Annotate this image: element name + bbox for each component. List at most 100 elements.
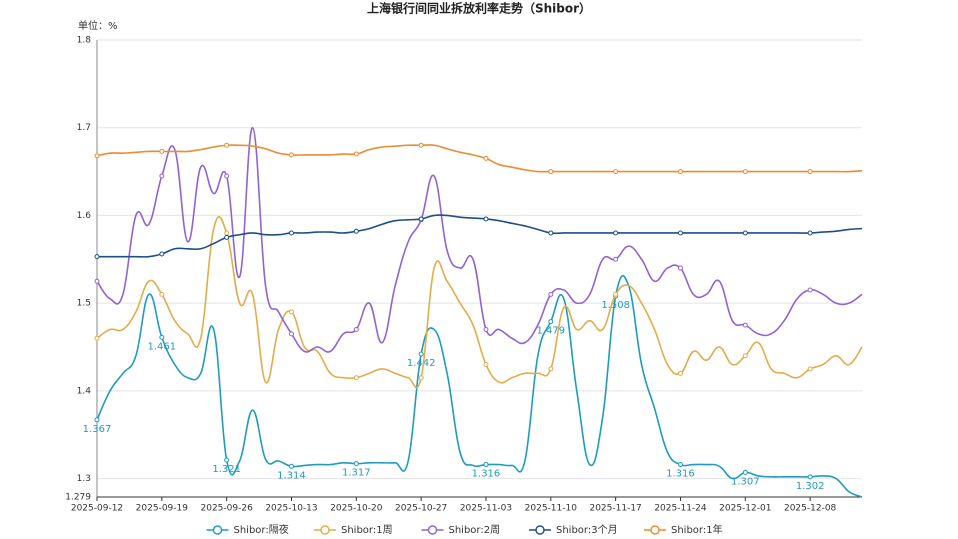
point [224, 457, 230, 463]
data-label: 1.316 [666, 469, 695, 480]
y-tick-label: 1.279 [65, 493, 91, 503]
point [224, 173, 230, 179]
y-tick-label: 1.7 [77, 123, 91, 133]
point [807, 366, 813, 372]
point [548, 169, 554, 175]
point [94, 278, 100, 284]
legend-marker [427, 525, 438, 535]
point [94, 254, 100, 260]
y-tick-label: 1.3 [77, 474, 91, 484]
point [742, 469, 748, 475]
point [288, 230, 294, 236]
legend-marker [212, 525, 223, 535]
x-tick-label: 2025-11-24 [654, 504, 707, 514]
x-tick-label: 2025-12-01 [719, 504, 771, 514]
point [483, 462, 489, 468]
data-label: 1.442 [407, 358, 436, 369]
point [677, 370, 683, 376]
point [483, 216, 489, 222]
legend-item: Shibor:1年 [644, 523, 723, 536]
point [807, 287, 813, 293]
point [94, 335, 100, 341]
point [677, 169, 683, 175]
legend-label: Shibor:2周 [449, 524, 501, 536]
point [418, 142, 424, 148]
data-label: 1.508 [601, 300, 630, 311]
point [288, 152, 294, 158]
point [613, 230, 619, 236]
legend-label: Shibor:3个月 [556, 524, 618, 536]
point [159, 291, 165, 297]
x-tick-label: 2025-11-03 [460, 504, 512, 514]
legend-item: Shibor:2周 [421, 524, 501, 536]
point [742, 169, 748, 175]
point [548, 230, 554, 236]
y-tick-label: 1.4 [77, 386, 92, 396]
legend-label: Shibor:1周 [341, 524, 393, 536]
point [742, 322, 748, 328]
point [94, 417, 100, 423]
point [353, 461, 359, 467]
point [483, 155, 489, 161]
point [224, 230, 230, 236]
point [353, 151, 359, 157]
point [288, 463, 294, 469]
data-label: 1.317 [342, 468, 371, 479]
point [483, 362, 489, 368]
x-tick-label: 2025-09-12 [71, 504, 123, 514]
series-line [96, 215, 863, 389]
point [353, 228, 359, 234]
legend-item: Shibor:隔夜 [206, 523, 289, 536]
point [548, 291, 554, 297]
point [224, 234, 230, 240]
point [613, 169, 619, 175]
point [418, 375, 424, 381]
point [159, 251, 165, 257]
legend-item: Shibor:1周 [314, 524, 393, 536]
data-label: 1.316 [472, 469, 501, 480]
data-label: 1.321 [212, 464, 241, 475]
x-tick-label: 2025-10-27 [395, 504, 447, 514]
data-label: 1.314 [277, 470, 306, 481]
point [418, 351, 424, 357]
point [159, 334, 165, 340]
legend-marker [650, 525, 660, 535]
point [677, 462, 683, 468]
point [483, 326, 489, 332]
chart-title: 上海银行间同业拆放利率走势（Shibor） [367, 1, 591, 16]
point [418, 216, 424, 222]
point [807, 474, 813, 480]
point [224, 142, 230, 148]
y-tick-label: 1.8 [77, 36, 92, 46]
data-label: 1.461 [148, 341, 177, 352]
point [548, 319, 554, 325]
series-line [96, 126, 863, 353]
point [548, 366, 554, 372]
legend-marker [320, 525, 330, 535]
point [159, 148, 165, 154]
legend-marker [535, 525, 545, 535]
point [288, 331, 294, 337]
data-label: 1.367 [83, 424, 112, 435]
x-tick-label: 2025-09-19 [136, 504, 189, 514]
point [677, 265, 683, 271]
series-line [96, 275, 863, 498]
x-tick-label: 2025-11-17 [589, 504, 641, 514]
y-tick-label: 1.6 [77, 211, 92, 221]
x-tick-label: 2025-10-13 [265, 504, 317, 514]
point [742, 230, 748, 236]
data-label: 1.479 [536, 326, 565, 337]
x-tick-label: 2025-10-20 [330, 504, 383, 514]
legend-label: Shibor:隔夜 [234, 523, 289, 536]
point [353, 326, 359, 332]
point [288, 309, 294, 315]
y-tick-label: 1.5 [77, 299, 91, 309]
point [159, 173, 165, 179]
point [742, 353, 748, 359]
point [807, 230, 813, 236]
point [613, 256, 619, 262]
data-label: 1.302 [796, 481, 825, 492]
point [807, 169, 813, 175]
